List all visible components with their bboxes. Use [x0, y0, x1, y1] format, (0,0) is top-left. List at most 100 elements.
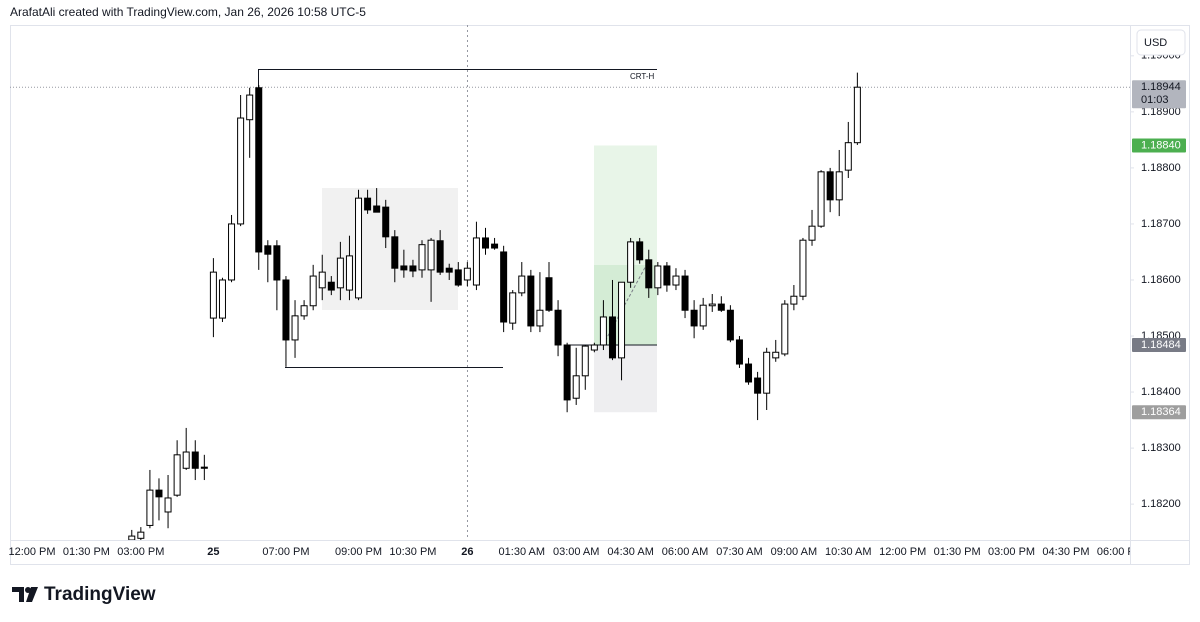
candle-body — [336, 257, 344, 289]
x-tick-label: 10:30 AM — [825, 546, 871, 558]
candle-body — [173, 454, 181, 496]
candle-body — [373, 205, 381, 213]
candle-body — [228, 223, 236, 281]
candle-body — [418, 244, 426, 271]
candle-body — [237, 117, 245, 225]
chart-frame — [10, 25, 1190, 565]
candle-body — [472, 237, 480, 286]
candle-body — [209, 271, 217, 319]
target-zone — [594, 145, 657, 345]
candle-body — [608, 316, 616, 359]
x-tick-label: 01:30 PM — [934, 546, 981, 558]
x-tick-label: 09:00 PM — [335, 546, 382, 558]
price-badge — [1132, 80, 1186, 109]
y-tick-label: 1.18200 — [1141, 498, 1181, 510]
candle-body — [672, 275, 680, 286]
x-tick-label: 09:00 AM — [771, 546, 817, 558]
candle-body — [618, 281, 626, 359]
candle-body — [318, 271, 326, 289]
x-tick-label: 25 — [207, 546, 219, 558]
candle-body — [636, 241, 644, 261]
candle-body — [681, 275, 689, 311]
x-tick-label: 04:30 AM — [607, 546, 653, 558]
candle-body — [327, 281, 335, 291]
footer-brand: TradingView — [44, 584, 156, 605]
currency-label[interactable]: USD — [1144, 37, 1167, 49]
candle-body — [246, 94, 254, 121]
candle-body — [128, 535, 136, 540]
candle-body — [781, 303, 789, 355]
candle-body — [599, 316, 607, 346]
price-badge — [1132, 337, 1186, 352]
candle-body — [137, 531, 145, 539]
candle-body — [191, 451, 199, 469]
y-tick-label: 1.18900 — [1141, 106, 1181, 118]
x-tick-label: 07:00 PM — [262, 546, 309, 558]
candle-body — [427, 239, 435, 271]
countdown-label: 01:03 — [1141, 94, 1169, 106]
candle-body — [282, 279, 290, 341]
candle-body — [409, 265, 417, 272]
candle-body — [554, 309, 562, 346]
range-box — [322, 188, 458, 310]
candle-body — [808, 225, 816, 241]
candle-body — [291, 315, 299, 341]
candle-body — [500, 251, 508, 323]
candle-body — [364, 197, 372, 211]
drawings — [10, 25, 1130, 540]
y-tick-label: 1.18800 — [1141, 162, 1181, 174]
candle-body — [590, 344, 598, 351]
candle-body — [491, 243, 499, 249]
candle-body — [690, 309, 698, 327]
candle-body — [763, 351, 771, 394]
logo-mark — [12, 587, 24, 602]
candle-body — [309, 275, 317, 307]
price-badge-label: 1.18944 — [1141, 81, 1181, 93]
price-badge-label: 1.18840 — [1141, 139, 1181, 151]
candle-body — [264, 245, 272, 255]
candle-body — [182, 451, 190, 469]
candle-body — [835, 171, 843, 201]
x-tick-label: 03:00 AM — [553, 546, 599, 558]
y-tick-label: 1.18400 — [1141, 386, 1181, 398]
candle-body — [255, 87, 263, 253]
x-tick-label: 10:30 PM — [389, 546, 436, 558]
price-badge — [1132, 405, 1186, 420]
candle-body — [509, 292, 517, 324]
candle-body — [726, 309, 734, 341]
candle-body — [482, 237, 489, 249]
candle-body — [454, 269, 462, 286]
candle-body — [581, 345, 589, 377]
crt-label: CRT-H — [630, 72, 655, 81]
candle-body — [844, 142, 852, 171]
x-tick-label: 26 — [461, 546, 473, 558]
x-tick-label: 03:00 PM — [988, 546, 1035, 558]
candle-body — [218, 279, 226, 319]
candle-body — [754, 377, 762, 394]
y-tick-label: 1.18600 — [1141, 274, 1181, 286]
candle-body — [155, 489, 163, 498]
x-tick-label: 03:00 PM — [117, 546, 164, 558]
candle-body — [645, 259, 653, 289]
candles — [128, 72, 861, 540]
currency-button[interactable] — [1136, 29, 1186, 56]
candle-body — [699, 304, 707, 327]
candle-body — [717, 303, 725, 311]
footer-logo: TradingView — [12, 584, 156, 605]
candle-body — [654, 265, 662, 289]
candle-body — [826, 171, 834, 201]
candle-body — [817, 171, 825, 227]
candle-body — [745, 363, 753, 383]
candle-body — [563, 344, 571, 401]
candle-body — [545, 277, 553, 311]
candle-body — [273, 245, 281, 281]
candle-body — [400, 265, 408, 271]
candle-body — [853, 86, 861, 144]
candle-body — [164, 497, 172, 513]
candle-body — [382, 206, 390, 238]
x-tick-label: 06:00 AM — [662, 546, 708, 558]
y-tick-label: 1.18300 — [1141, 442, 1181, 454]
candle-body — [536, 309, 544, 327]
